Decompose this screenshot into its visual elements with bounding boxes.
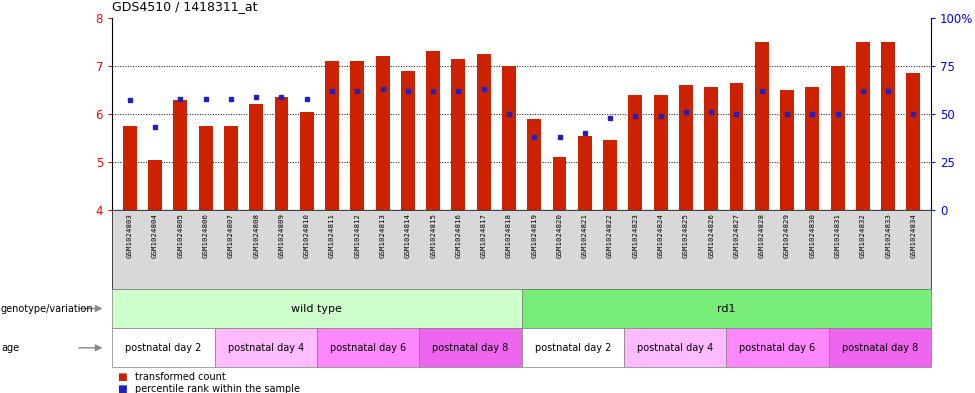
Text: ■: ■ <box>117 372 127 382</box>
Text: GSM1024816: GSM1024816 <box>455 213 461 258</box>
Bar <box>214 328 317 367</box>
Text: postnatal day 6: postnatal day 6 <box>739 343 816 353</box>
Text: GSM1024833: GSM1024833 <box>885 213 891 258</box>
Bar <box>300 112 314 210</box>
Text: percentile rank within the sample: percentile rank within the sample <box>135 384 299 393</box>
Bar <box>275 97 289 210</box>
Text: GSM1024821: GSM1024821 <box>582 213 588 258</box>
Text: GSM1024824: GSM1024824 <box>658 213 664 258</box>
Bar <box>451 59 465 210</box>
Text: wild type: wild type <box>292 303 342 314</box>
Bar <box>112 289 522 328</box>
Bar <box>148 160 162 210</box>
Bar <box>704 88 719 210</box>
Bar <box>375 56 390 210</box>
Bar <box>527 119 541 210</box>
Bar <box>729 83 744 210</box>
Text: ■: ■ <box>117 384 127 393</box>
Text: GSM1024815: GSM1024815 <box>430 213 436 258</box>
Bar <box>401 71 414 210</box>
Bar <box>629 95 643 210</box>
Bar <box>123 126 136 210</box>
Bar <box>553 157 566 210</box>
Bar <box>174 99 187 210</box>
Bar <box>350 61 365 210</box>
Text: GSM1024826: GSM1024826 <box>708 213 715 258</box>
Text: GSM1024813: GSM1024813 <box>379 213 385 258</box>
Text: GSM1024822: GSM1024822 <box>607 213 613 258</box>
Text: GSM1024819: GSM1024819 <box>531 213 537 258</box>
Text: GSM1024812: GSM1024812 <box>354 213 361 258</box>
Text: GSM1024832: GSM1024832 <box>860 213 866 258</box>
Bar <box>250 104 263 210</box>
Bar <box>856 42 870 210</box>
Text: postnatal day 8: postnatal day 8 <box>432 343 509 353</box>
Text: postnatal day 2: postnatal day 2 <box>534 343 611 353</box>
Bar <box>419 328 522 367</box>
Bar <box>780 90 794 210</box>
Bar <box>829 328 931 367</box>
Bar <box>604 140 617 210</box>
Text: GSM1024820: GSM1024820 <box>557 213 563 258</box>
Text: GSM1024809: GSM1024809 <box>279 213 285 258</box>
Text: transformed count: transformed count <box>135 372 225 382</box>
Bar <box>325 61 339 210</box>
Text: GSM1024805: GSM1024805 <box>177 213 183 258</box>
Text: GSM1024806: GSM1024806 <box>203 213 209 258</box>
Text: rd1: rd1 <box>718 303 735 314</box>
Text: GDS4510 / 1418311_at: GDS4510 / 1418311_at <box>112 0 257 13</box>
Text: GSM1024804: GSM1024804 <box>152 213 158 258</box>
Bar <box>578 136 592 210</box>
Text: GSM1024818: GSM1024818 <box>506 213 512 258</box>
Text: postnatal day 4: postnatal day 4 <box>227 343 304 353</box>
Text: GSM1024829: GSM1024829 <box>784 213 790 258</box>
Bar <box>653 95 668 210</box>
Text: postnatal day 4: postnatal day 4 <box>637 343 714 353</box>
Text: GSM1024808: GSM1024808 <box>254 213 259 258</box>
Text: GSM1024830: GSM1024830 <box>809 213 815 258</box>
Text: postnatal day 6: postnatal day 6 <box>330 343 407 353</box>
Bar <box>726 328 829 367</box>
Bar <box>224 126 238 210</box>
Bar <box>502 66 516 210</box>
Text: GSM1024834: GSM1024834 <box>911 213 916 258</box>
Bar <box>805 88 819 210</box>
Bar <box>426 51 440 210</box>
Bar <box>199 126 213 210</box>
Bar <box>317 328 419 367</box>
Text: GSM1024825: GSM1024825 <box>682 213 689 258</box>
Text: GSM1024828: GSM1024828 <box>759 213 764 258</box>
Text: GSM1024817: GSM1024817 <box>481 213 487 258</box>
Bar <box>881 42 895 210</box>
Bar <box>522 289 931 328</box>
Bar <box>624 328 726 367</box>
Text: GSM1024807: GSM1024807 <box>228 213 234 258</box>
Text: GSM1024814: GSM1024814 <box>405 213 410 258</box>
Text: GSM1024823: GSM1024823 <box>633 213 639 258</box>
Bar <box>831 66 844 210</box>
Text: postnatal day 8: postnatal day 8 <box>841 343 918 353</box>
Text: age: age <box>1 343 20 353</box>
Text: GSM1024831: GSM1024831 <box>835 213 840 258</box>
Text: GSM1024803: GSM1024803 <box>127 213 133 258</box>
Text: genotype/variation: genotype/variation <box>1 303 94 314</box>
Text: GSM1024810: GSM1024810 <box>304 213 310 258</box>
Bar <box>755 42 768 210</box>
Bar <box>112 328 214 367</box>
Text: postnatal day 2: postnatal day 2 <box>125 343 202 353</box>
Text: GSM1024827: GSM1024827 <box>733 213 739 258</box>
Bar <box>679 85 693 210</box>
Text: GSM1024811: GSM1024811 <box>329 213 335 258</box>
Bar <box>477 54 490 210</box>
Bar <box>907 73 920 210</box>
Bar <box>522 328 624 367</box>
